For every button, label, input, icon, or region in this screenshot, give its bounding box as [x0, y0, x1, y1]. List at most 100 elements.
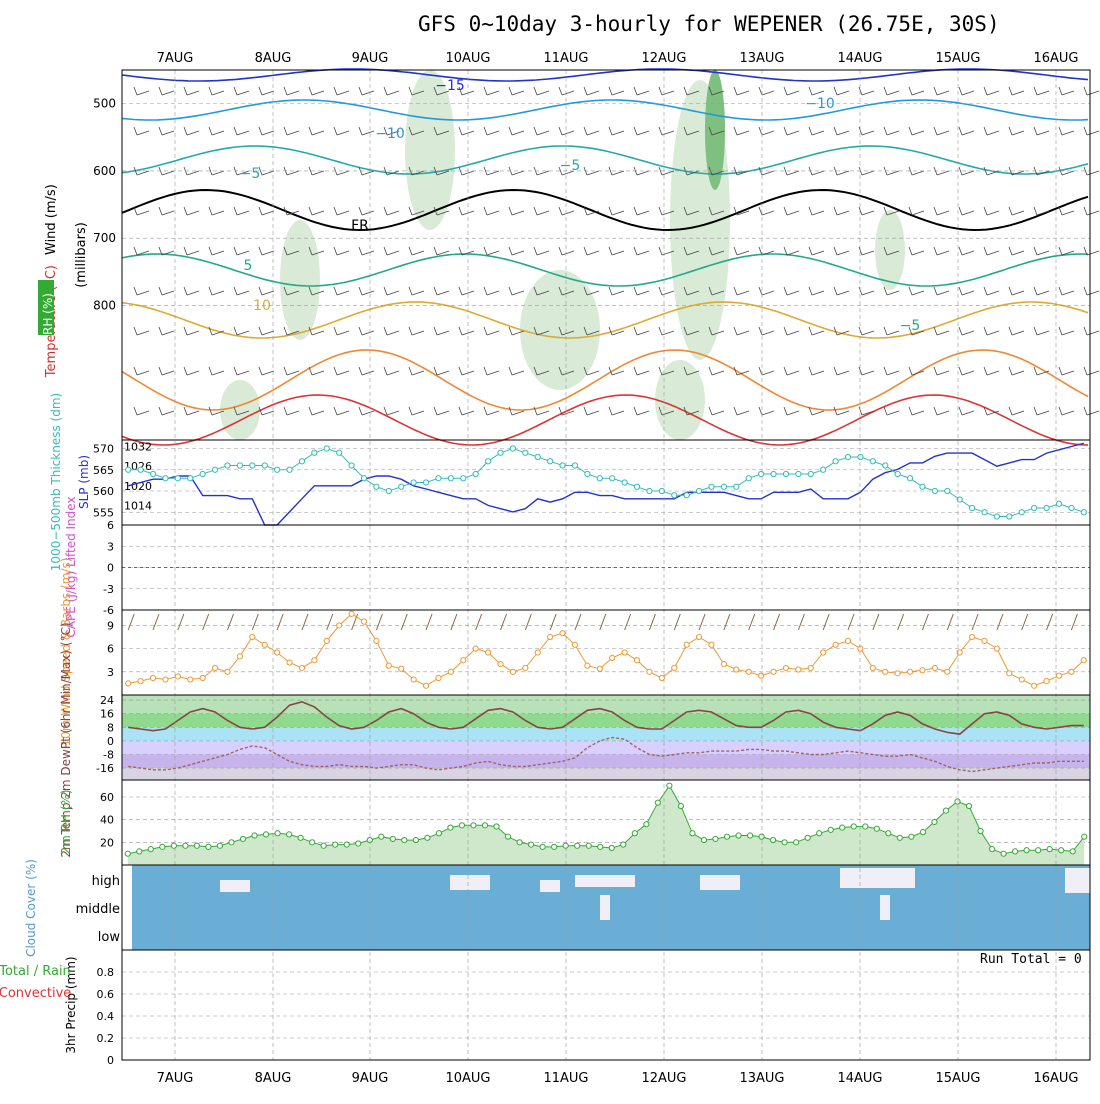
upper-wind-barb	[233, 206, 250, 216]
rh2m-point	[1023, 847, 1030, 854]
wind10m-barb	[400, 613, 408, 631]
rh2m-point	[389, 835, 396, 843]
wind10m-point	[522, 664, 529, 672]
thickness-point	[956, 496, 963, 503]
date-tick-top: 8AUG	[255, 51, 292, 66]
cloud-cover-gap	[600, 895, 610, 920]
thickness-point	[571, 462, 579, 469]
upper-wind-barb	[708, 206, 725, 216]
upper-wind-barb	[183, 286, 200, 296]
wind10m-point	[782, 664, 790, 672]
wind10m-point	[323, 637, 330, 645]
upper-wind-barb	[558, 286, 575, 296]
upper-wind-barb	[883, 286, 900, 296]
wind10m-barb	[574, 613, 582, 631]
upper-wind-barb	[983, 246, 1000, 256]
thickness-point	[236, 462, 243, 469]
rh2m-point	[285, 831, 293, 838]
upper-wind-barb	[1008, 406, 1025, 416]
rh2m-point	[424, 834, 431, 841]
upper-wind-barb	[308, 206, 325, 216]
thickness-point	[261, 462, 268, 469]
upper-wind-barb	[833, 86, 850, 96]
upper-wind-barb	[683, 206, 700, 216]
upper-wind-barb	[258, 86, 275, 96]
upper-wind-barb	[783, 366, 800, 376]
wind10m-point	[360, 618, 368, 625]
rh2m-point	[309, 839, 316, 846]
upper-wind-barb	[308, 86, 325, 96]
upper-wind-barb	[683, 366, 700, 376]
upper-wind-barb	[383, 166, 400, 176]
upper-wind-barb	[958, 326, 975, 336]
thickness-point	[733, 483, 740, 490]
upper-wind-barb	[658, 166, 675, 176]
upper-wind-barb	[708, 246, 725, 256]
upper-wind-barb	[883, 366, 900, 376]
upper-wind-barb	[683, 286, 700, 296]
upper-wind-barb	[1083, 286, 1100, 296]
thickness-point	[398, 483, 405, 490]
axis-label-rh2m: 2m RH (%)	[59, 789, 73, 854]
slp-tick-label: 1032	[124, 441, 152, 454]
thickness-point	[125, 466, 132, 473]
date-tick-bottom: 12AUG	[641, 1071, 686, 1086]
upper-wind-barb	[883, 206, 900, 216]
wind10m-point	[695, 633, 703, 641]
wind10m-barb	[152, 613, 160, 631]
upper-wind-barb	[633, 326, 650, 336]
lifted-index-tick-label: -3	[103, 583, 114, 596]
date-tick-bottom: 16AUG	[1033, 1071, 1078, 1086]
thickness-point	[547, 458, 554, 465]
wind10m-point	[1043, 677, 1050, 685]
thickness-point	[522, 449, 529, 456]
upper-wind-barb	[583, 366, 600, 376]
axis-label-temperature2m: 2m Temp 2m DewPt (6hr Min/Max) (°C)	[59, 622, 73, 857]
rh2m-point	[562, 842, 569, 849]
rh2m-point	[839, 824, 846, 831]
wind10m-point	[633, 657, 641, 664]
upper-wind-barb	[283, 326, 300, 336]
thickness-point	[807, 470, 814, 478]
rh-shading	[655, 360, 705, 440]
rh2m-point	[1000, 850, 1007, 857]
wind10m-point	[671, 664, 678, 672]
temperature-tick-label: 24	[100, 694, 114, 707]
wind10m-barb	[549, 613, 557, 631]
wind10m-point	[559, 630, 566, 637]
upper-wind-barb	[283, 366, 300, 376]
thickness-point	[844, 453, 852, 461]
wind10m-barb	[375, 613, 383, 631]
upper-wind-barb	[708, 126, 725, 136]
rh-legend-swatch	[38, 280, 54, 335]
upper-wind-barb	[733, 246, 750, 256]
upper-wind-barb	[1008, 206, 1025, 216]
upper-wind-barb	[283, 246, 300, 256]
date-tick-bottom: 14AUG	[837, 1071, 882, 1086]
thickness-point	[1055, 500, 1063, 507]
upper-wind-barb	[983, 326, 1000, 336]
upper-wind-barb	[583, 286, 600, 296]
contour-label: FR	[351, 218, 369, 234]
temperature-band	[122, 695, 1090, 714]
thickness-point	[869, 458, 876, 465]
thickness-point	[820, 466, 827, 473]
upper-wind-barb	[358, 86, 375, 96]
wind10m-barb	[524, 613, 532, 631]
wind10m-point	[993, 645, 1001, 652]
upper-wind-barb	[1008, 326, 1025, 336]
axis-label-rh: RH (%)	[41, 293, 55, 335]
wind10m-barb	[227, 613, 234, 631]
wind10m-barb	[822, 613, 830, 631]
upper-wind-barb	[1083, 366, 1100, 376]
wind10m-point	[882, 668, 889, 675]
upper-wind-barb	[1033, 326, 1050, 336]
upper-wind-barb	[758, 406, 775, 416]
upper-wind-barb	[633, 366, 650, 376]
upper-wind-barb	[508, 126, 525, 136]
upper-wind-barb	[558, 326, 575, 336]
contour-label: 10	[253, 298, 271, 314]
wind10m-point	[981, 637, 988, 645]
thickness-point	[162, 475, 169, 482]
upper-wind-barb	[883, 406, 900, 416]
